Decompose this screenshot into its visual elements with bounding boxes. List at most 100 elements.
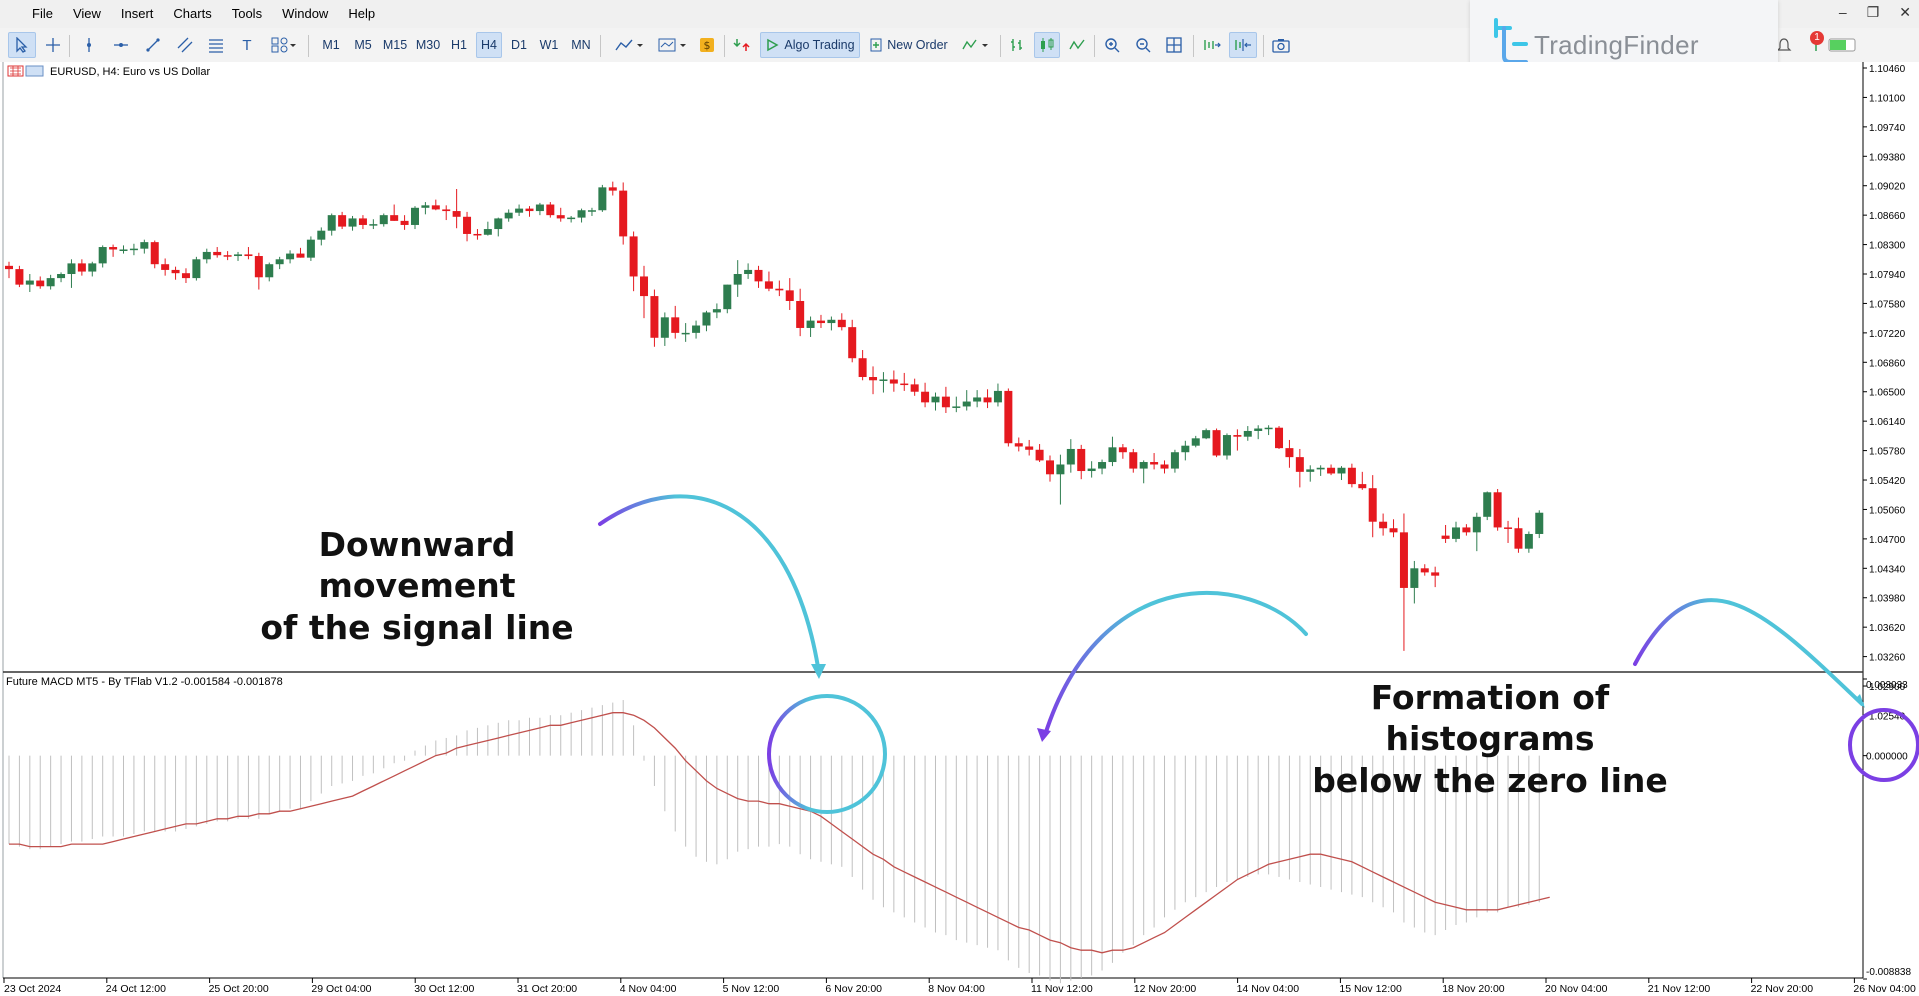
minimize-icon[interactable]: – [1838, 4, 1847, 20]
time-tick-label: 14 Nov 04:00 [1237, 983, 1300, 995]
timeframe-d1[interactable]: D1 [511, 38, 527, 52]
annotation-arrows [598, 494, 1919, 814]
restore-icon[interactable]: ❐ [1866, 4, 1880, 20]
time-tick-label: 24 Oct 12:00 [106, 983, 166, 995]
cursor-tool-icon[interactable] [8, 32, 36, 58]
dollar-icon[interactable]: $ [696, 32, 718, 58]
horizontal-line-icon[interactable] [110, 32, 132, 58]
chart-shift-icon[interactable] [1199, 32, 1225, 58]
trendline-icon[interactable] [142, 32, 164, 58]
price-tick-label: 1.07220 [1869, 329, 1906, 340]
chart-type-icon[interactable] [610, 32, 650, 58]
timeframe-m1[interactable]: M1 [322, 38, 340, 52]
timeframe-h1[interactable]: H1 [451, 38, 467, 52]
menu-help[interactable]: Help [348, 6, 376, 21]
price-tick-label: 1.07940 [1869, 270, 1906, 281]
annotation-signal-line: Downward movement of the signal line [232, 524, 602, 648]
chart-area[interactable]: EURUSD, H4: Euro vs US Dollar Future MAC… [0, 62, 1919, 996]
price-tick-label: 1.05420 [1869, 476, 1906, 487]
time-tick-label: 23 Oct 2024 [4, 983, 61, 995]
candle-body [1243, 430, 1252, 437]
notification-icon[interactable] [1774, 32, 1794, 58]
toolbar-separator [724, 35, 725, 57]
candle-body [150, 242, 159, 265]
one-click-trading-icon[interactable] [730, 32, 754, 58]
template-icon[interactable] [654, 32, 692, 58]
logo-text: TradingFinder [1534, 29, 1699, 60]
candle-body [567, 217, 576, 220]
screenshot-icon[interactable] [1269, 32, 1293, 58]
time-tick-label: 12 Nov 20:00 [1134, 983, 1197, 995]
algo-trading-button[interactable]: Algo Trading [760, 32, 860, 58]
candle-body [515, 208, 524, 213]
candle-body [1160, 464, 1169, 469]
close-icon[interactable]: ✕ [1899, 4, 1911, 20]
candle-body [317, 230, 326, 240]
menu-view[interactable]: View [72, 6, 101, 21]
time-axis: 23 Oct 2024 24 Oct 12:00 25 Oct 20:00 29 Oc… [3, 978, 1916, 995]
connection-status-icon[interactable] [1828, 32, 1908, 58]
channel-icon[interactable] [174, 32, 196, 58]
candlestick-chart-icon[interactable] [1034, 32, 1060, 58]
toolbar-separator [308, 35, 309, 57]
candle-body [754, 269, 763, 282]
line-chart-icon[interactable] [1066, 32, 1088, 58]
candle-body [1514, 528, 1523, 549]
price-tick-label: 1.07580 [1869, 299, 1906, 310]
menu-tools[interactable]: Tools [231, 6, 263, 21]
candle-body [556, 215, 565, 219]
zoom-in-icon[interactable] [1100, 32, 1124, 58]
fibonacci-icon[interactable] [205, 32, 227, 58]
timeframe-m5[interactable]: M5 [354, 38, 372, 52]
candle-body [941, 396, 950, 408]
tile-windows-icon[interactable] [1162, 32, 1186, 58]
timeframe-w1[interactable]: W1 [539, 38, 559, 52]
price-tick-label: 1.08300 [1869, 241, 1906, 252]
candle-body [962, 401, 971, 407]
menu-insert[interactable]: Insert [120, 6, 154, 21]
bar-chart-icon[interactable] [1006, 32, 1028, 58]
candle-body [171, 269, 180, 274]
timeframe-m30[interactable]: M30 [415, 38, 441, 52]
crosshair-icon[interactable] [42, 32, 64, 58]
new-order-label: New Order [887, 38, 948, 52]
time-tick-label: 31 Oct 20:00 [517, 983, 577, 995]
menu-file[interactable]: File [32, 6, 53, 21]
candle-body [1129, 452, 1138, 469]
candle-body [379, 215, 388, 225]
candle-body [598, 187, 607, 211]
auto-scroll-icon[interactable] [1229, 32, 1257, 58]
candle-body [1483, 492, 1492, 517]
candle-body [1327, 467, 1336, 474]
timeframe-m15[interactable]: M15 [382, 38, 408, 52]
candle-body [36, 280, 45, 287]
candle-body [1410, 568, 1419, 588]
candle-body [764, 281, 773, 289]
indicator-axis: 0.003033 0.000000 -0.008838 [1863, 678, 1911, 980]
timeframe-mn[interactable]: MN [571, 38, 591, 52]
menu-window[interactable]: Window [282, 6, 329, 21]
price-tick-label: 1.09740 [1869, 123, 1906, 134]
notification-badge: 1 [1810, 31, 1824, 45]
menu-charts[interactable]: Charts [173, 6, 212, 21]
timeframe-h4[interactable]: H4 [476, 32, 502, 58]
zoom-out-icon[interactable] [1131, 32, 1155, 58]
candle-body [1222, 435, 1231, 456]
candle-body [931, 396, 940, 403]
candle-body [671, 317, 680, 333]
vertical-line-icon[interactable] [78, 32, 100, 58]
candle-body [1358, 484, 1367, 489]
text-tool-icon[interactable]: T [242, 36, 252, 54]
time-tick-label: 5 Nov 12:00 [723, 983, 780, 995]
price-tick-label: 1.02540 [1869, 711, 1906, 722]
candle-body [463, 216, 472, 234]
new-order-button[interactable]: New Order [866, 32, 952, 58]
indicators-icon[interactable] [958, 32, 994, 58]
shapes-icon[interactable] [266, 32, 302, 58]
candle-body [640, 276, 649, 297]
svg-text:$: $ [704, 39, 711, 52]
toolbar-separator [1263, 35, 1264, 57]
candle-body [608, 187, 617, 191]
candle-body [129, 248, 138, 251]
candle-body [1150, 462, 1159, 465]
